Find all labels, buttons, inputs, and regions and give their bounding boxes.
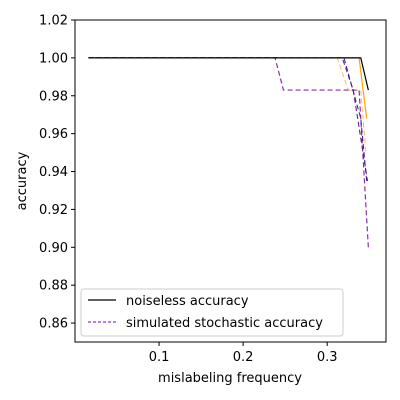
y-tick-label: 1.00 [39, 51, 68, 66]
y-tick-label: 0.92 [39, 203, 68, 218]
legend-label-noiseless: noiseless accuracy [126, 294, 249, 309]
y-axis-label: accuracy [15, 151, 30, 210]
series-line-5 [88, 57, 369, 91]
legend-label-stochastic: simulated stochastic accuracy [126, 316, 323, 331]
y-tick-label: 0.94 [39, 165, 68, 180]
legend: noiseless accuracy simulated stochastic … [80, 288, 344, 337]
series-line-3 [88, 57, 369, 182]
y-tick-label: 0.90 [39, 241, 68, 256]
y-tick-label: 1.02 [39, 14, 68, 29]
plot-frame [74, 19, 387, 343]
x-tick-label: 0.3 [317, 350, 338, 365]
ticks-layer: 0.86 0.88 0.90 0.92 0.94 0.96 0.98 1.00 1.02 0.1 0… [39, 14, 337, 366]
y-tick-label: 0.96 [39, 127, 68, 142]
x-tick-label: 0.2 [233, 350, 254, 365]
series-line-4 [88, 57, 368, 182]
series-line-0 [88, 57, 368, 119]
series-layer [88, 57, 369, 248]
y-tick-label: 0.88 [39, 279, 68, 294]
x-axis-label: mislabeling frequency [158, 371, 302, 386]
series-line-1 [88, 57, 367, 153]
y-tick-label: 0.98 [39, 89, 68, 104]
legend-box [80, 288, 344, 337]
y-tick-label: 0.86 [39, 317, 68, 332]
series-line-2 [88, 57, 369, 248]
x-tick-label: 0.1 [149, 350, 170, 365]
